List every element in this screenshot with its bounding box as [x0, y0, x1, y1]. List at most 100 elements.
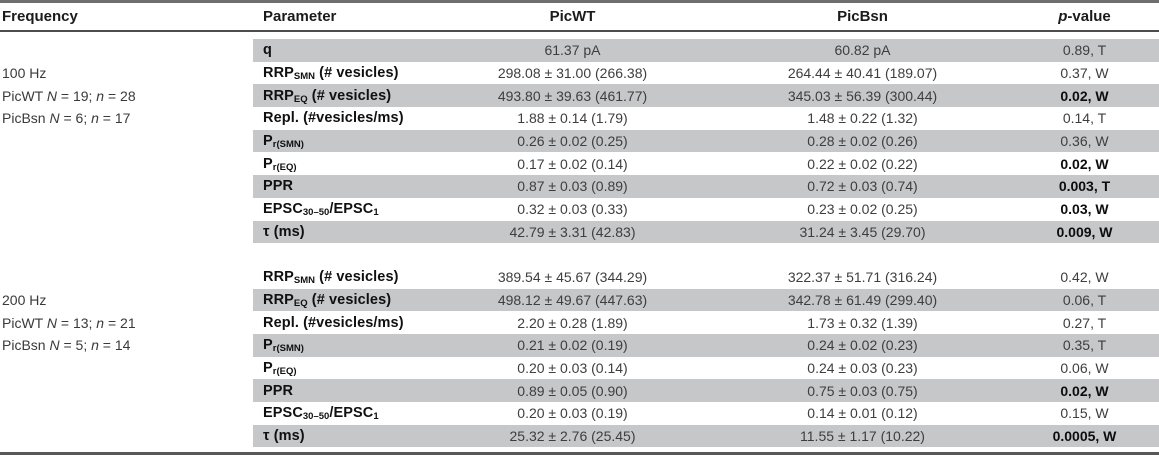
- table-row: τ (ms) 25.32 ± 2.76 (25.45) 11.55 ± 1.17 (…: [0, 424, 1159, 448]
- picbsn-value: 31.24 ± 3.45 (29.70): [715, 220, 1010, 244]
- picwt-value: 0.89 ± 0.05 (0.90): [430, 379, 715, 402]
- picwt-value: 389.54 ± 45.67 (344.29): [497, 269, 648, 286]
- pvalue-cell: 0.42, W: [1060, 269, 1109, 286]
- pvalue-cell: 0.02, W: [1060, 155, 1109, 172]
- frequency-cell: [0, 221, 253, 244]
- picwt-value: 0.20 ± 0.03 (0.14): [517, 359, 628, 376]
- table-row: RRP SMN (# vesicles) 389.54 ± 45.67 (344.2…: [0, 266, 1159, 289]
- label-segment: PicBsn: [2, 337, 50, 354]
- parameter-cell: τ (ms): [253, 424, 430, 448]
- table-row: 100 Hz RRP SMN (# vesicles) 298.08 ± 31.00 …: [0, 62, 1159, 85]
- label-segment: PicWT: [2, 87, 47, 104]
- table-row: q 61.37 pA 60.82 pA 0.89, T: [0, 39, 1159, 62]
- label-segment: P: [263, 359, 273, 376]
- pvalue-cell: 0.03, W: [1060, 201, 1109, 218]
- frequency-cell: [0, 198, 253, 221]
- label-subscript: SMN: [293, 275, 316, 287]
- picbsn-value: 0.23 ± 0.02 (0.25): [807, 201, 918, 218]
- parameter-cell: RRP SMN (# vesicles): [253, 266, 430, 289]
- label-segment: n: [96, 314, 105, 331]
- label-segment: EPSC: [263, 405, 303, 422]
- parameter-cell: q: [253, 39, 430, 62]
- label-segment: q: [263, 42, 272, 59]
- parameter-cell: EPSC 30–50/EPSC 1: [253, 402, 430, 425]
- label-subscript: r(EQ): [272, 365, 297, 377]
- label-segment: τ (ms): [263, 223, 305, 240]
- label-segment: = 21: [104, 314, 136, 331]
- label-subscript: SMN: [293, 71, 316, 83]
- table-header-row: Frequency Parameter PicWT PicBsn p-value: [0, 3, 1159, 30]
- label-segment: = 17: [98, 110, 131, 127]
- pvalue-cell: 0.06, W: [1060, 359, 1109, 376]
- picwt-value: 0.20 ± 0.03 (0.19): [517, 405, 628, 422]
- table-row: PPR 0.89 ± 0.05 (0.90) 0.75 ± 0.03 (0.75) 0…: [0, 379, 1159, 402]
- column-header-picwt: PicWT: [549, 8, 596, 25]
- frequency-cell: 100 Hz: [0, 62, 253, 85]
- frequency-cell: [0, 379, 253, 402]
- label-segment: (# vesicles): [315, 269, 399, 286]
- picwt-value: 0.32 ± 0.03 (0.33): [517, 201, 628, 218]
- picbsn-value: 0.22 ± 0.02 (0.22): [807, 155, 918, 172]
- table-row: EPSC 30–50/EPSC 1 0.20 ± 0.03 (0.19) 0.14 ± …: [0, 402, 1159, 425]
- picwt-value: 1.88 ± 0.14 (1.79): [517, 110, 628, 127]
- parameter-cell: PPR: [253, 175, 430, 198]
- pvalue-cell: 0.003, T: [1010, 175, 1159, 198]
- label-subscript: 1: [373, 207, 379, 219]
- frequency-cell: [0, 425, 253, 448]
- frequency-cell: 200 Hz: [0, 289, 253, 312]
- header-gap: [0, 32, 1159, 39]
- label-segment: PPR: [263, 382, 294, 399]
- picbsn-value: 11.55 ± 1.17 (10.22): [715, 424, 1010, 448]
- label-subscript: 30–50: [302, 411, 330, 423]
- pvalue-cell: 0.14, T: [1062, 110, 1107, 127]
- picwt-value: 0.21 ± 0.02 (0.19): [430, 333, 715, 357]
- picwt-value: 498.12 ± 49.67 (447.63): [430, 288, 715, 312]
- label-segment: = 13;: [56, 314, 97, 331]
- picwt-value: 2.20 ± 0.28 (1.89): [517, 314, 628, 331]
- pvalue-cell: 0.89, T: [1010, 39, 1159, 62]
- picbsn-value: 0.72 ± 0.03 (0.74): [715, 175, 1010, 198]
- table-row: PicWT N = 13; n = 21 Repl. (#vesicles/ms)…: [0, 311, 1159, 334]
- label-segment: = 19;: [56, 87, 97, 104]
- label-segment: 200 Hz: [2, 291, 47, 308]
- frequency-cell: [0, 402, 253, 425]
- pvalue-cell: 0.0005, W: [1010, 424, 1159, 448]
- picbsn-value: 0.24 ± 0.02 (0.23): [715, 333, 1010, 357]
- picwt-value: 493.80 ± 39.63 (461.77): [430, 84, 715, 108]
- frequency-cell: PicBsn N = 5; n = 14: [0, 334, 253, 357]
- label-subscript: r(EQ): [272, 161, 297, 173]
- picbsn-value: 0.28 ± 0.02 (0.26): [715, 129, 1010, 153]
- picwt-value: 0.17 ± 0.02 (0.14): [517, 155, 628, 172]
- label-segment: P: [263, 155, 273, 172]
- picbsn-value: 264.44 ± 40.41 (189.07): [787, 65, 938, 82]
- header-underline-rule: [0, 30, 1159, 32]
- label-segment: /EPSC: [329, 201, 374, 218]
- table-row: EPSC 30–50/EPSC 1 0.32 ± 0.03 (0.33) 0.23 ± …: [0, 198, 1159, 221]
- label-subscript: r(SMN): [272, 343, 304, 355]
- label-segment: (# vesicles): [315, 65, 399, 82]
- pvalue-cell: 0.06, T: [1010, 288, 1159, 312]
- parameter-cell: RRP EQ (# vesicles): [253, 84, 430, 108]
- pvalue-cell: 0.27, T: [1062, 314, 1107, 331]
- label-segment: P: [263, 337, 273, 354]
- table-row: τ (ms) 42.79 ± 3.31 (42.83) 31.24 ± 3.45 (…: [0, 220, 1159, 244]
- picwt-value: 0.26 ± 0.02 (0.25): [430, 129, 715, 153]
- label-segment: N: [46, 87, 57, 104]
- table-bottom-rule: [0, 452, 1159, 455]
- label-segment: N: [46, 314, 57, 331]
- column-header-parameter: Parameter: [263, 8, 337, 25]
- label-segment: (# vesicles): [307, 87, 392, 104]
- frequency-cell: [0, 152, 253, 175]
- label-segment: n: [91, 110, 99, 127]
- parameter-cell: PPR: [253, 379, 430, 402]
- label-segment: 100 Hz: [2, 65, 47, 82]
- picbsn-value: 1.73 ± 0.32 (1.39): [807, 314, 918, 331]
- pvalue-cell: 0.009, W: [1010, 220, 1159, 244]
- table-row: PicWT N = 19; n = 28 RRP EQ (# vesicles) 49…: [0, 84, 1159, 108]
